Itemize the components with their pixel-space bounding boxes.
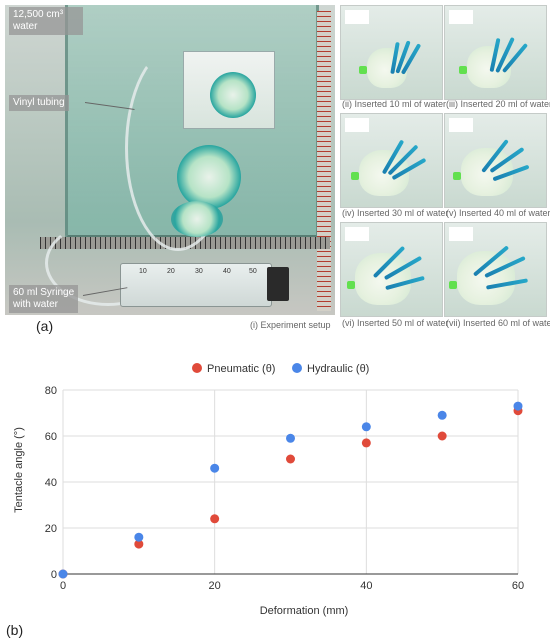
data-point-hydraulic (58, 569, 68, 579)
soft-robot-lower (171, 201, 223, 237)
panel-b-label: (b) (6, 622, 24, 638)
y-tick-label: 80 (45, 385, 57, 397)
caption-v: (v) Inserted 40 ml of water (446, 208, 550, 218)
syringe-plunger (267, 267, 289, 301)
chart-tick-labels: 0 20 40 60 80 0 20 40 60 (45, 385, 524, 592)
inlet-nub (449, 281, 457, 289)
syringe: 10 20 30 40 50 (120, 263, 272, 307)
y-tick-label: 0 (51, 569, 57, 581)
caption-iv: (iv) Inserted 30 ml of water (342, 208, 449, 218)
caption-ii: (ii) Inserted 10 ml of water (342, 99, 447, 109)
data-point-hydraulic (361, 422, 371, 432)
experiment-setup-photo: 10 20 30 40 50 12,500 cm³ water Vinyl tu… (5, 5, 335, 315)
syringe-tick: 40 (223, 268, 231, 275)
caption-i: (i) Experiment setup (250, 320, 331, 330)
x-axis-label: Deformation (mm) (260, 605, 349, 617)
caption-vii: (vii) Inserted 60 ml of water (446, 318, 550, 328)
thumbnail-tag (449, 118, 473, 132)
thumbnail-ii (340, 5, 443, 100)
data-point-pneumatic (286, 454, 295, 464)
syringe-tick: 20 (167, 268, 175, 275)
syringe-tick: 50 (249, 268, 257, 275)
inlet-nub (459, 66, 467, 74)
data-point-hydraulic (134, 532, 144, 542)
robot-body (355, 253, 411, 305)
tubing-label: Vinyl tubing (9, 95, 69, 111)
y-tick-label: 20 (45, 523, 57, 535)
volume-label: 12,500 cm³ water (9, 7, 83, 35)
thumbnail-iv (340, 113, 443, 208)
thumbnail-v (444, 113, 547, 208)
legend-entry: Hydraulic (θ) (307, 363, 369, 375)
chart-grid (62, 389, 519, 575)
x-tick-label: 40 (360, 580, 372, 592)
caption-vi: (vi) Inserted 50 ml of water (342, 318, 449, 328)
inlet-nub (347, 281, 355, 289)
data-point-hydraulic (286, 433, 295, 443)
x-tick-label: 0 (60, 580, 66, 592)
inlet-nub (359, 66, 367, 74)
data-point-pneumatic (437, 431, 447, 441)
legend-marker (192, 363, 202, 373)
thumbnail-tag (449, 10, 473, 24)
legend-marker (292, 363, 302, 373)
inlet-nub (351, 172, 359, 180)
data-point-pneumatic (210, 514, 220, 524)
thumbnail-tag (345, 227, 369, 241)
chart-points (58, 401, 523, 579)
data-point-pneumatic (361, 438, 371, 448)
y-tick-label: 60 (45, 431, 57, 443)
thumbnail-vii (444, 222, 547, 317)
thumbnail-iii (444, 5, 547, 100)
y-axis-label: Tentacle angle (°) (13, 427, 25, 513)
y-tick-label: 40 (45, 477, 57, 489)
thumbnail-tag (345, 118, 369, 132)
legend-entry: Pneumatic (θ) (207, 363, 275, 375)
thumbnail-tag (449, 227, 473, 241)
soft-robot-submerged (177, 145, 241, 209)
x-tick-label: 60 (512, 580, 524, 592)
inset-robot (210, 72, 256, 118)
inset-photo (183, 51, 275, 129)
data-point-hydraulic (513, 401, 523, 411)
chart-legend: Pneumatic (θ) Hydraulic (θ) (192, 363, 369, 375)
thumbnail-vi (340, 222, 443, 317)
caption-iii: (iii) Inserted 20 ml of water (446, 99, 550, 109)
vertical-ruler (317, 11, 331, 311)
inlet-nub (453, 172, 461, 180)
panel-a-label: (a) (36, 318, 54, 334)
x-tick-label: 20 (209, 580, 221, 592)
syringe-tick: 10 (139, 268, 147, 275)
data-point-hydraulic (437, 410, 447, 420)
syringe-label: 60 ml Syringe with water (9, 285, 79, 313)
syringe-tick: 30 (195, 268, 203, 275)
data-point-pneumatic (134, 539, 144, 549)
tentacle-angle-chart: 0 20 40 60 80 0 20 40 60 Pneumatic (θ) Hydraulic … (13, 363, 524, 617)
data-point-hydraulic (210, 463, 220, 473)
vinyl-tube-lower (45, 220, 171, 306)
vinyl-tube (125, 45, 231, 251)
robot-body (457, 251, 515, 305)
thumbnail-tag (345, 10, 369, 24)
